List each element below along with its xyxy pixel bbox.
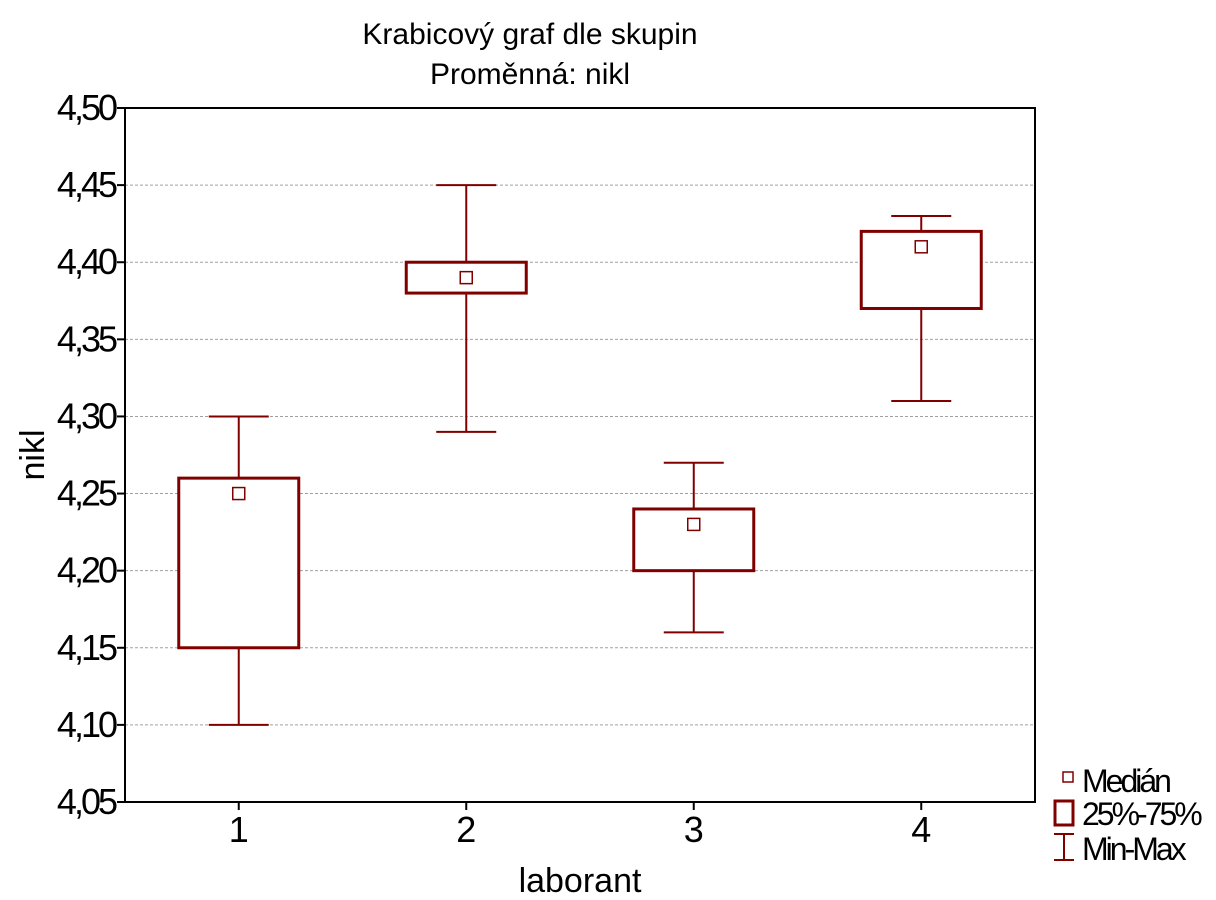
y-tick-label: 4,25 <box>57 473 117 514</box>
y-tick-label: 4,30 <box>57 395 117 436</box>
x-tick-label: 4 <box>911 809 931 850</box>
x-tick-label: 1 <box>229 809 249 850</box>
box-series <box>177 184 983 726</box>
box-group-3 <box>632 461 756 634</box>
x-tick-label: 2 <box>456 809 476 850</box>
box-group-2 <box>404 184 528 433</box>
legend-label: Min-Max <box>1082 831 1187 867</box>
y-tick-label: 4,05 <box>57 781 117 822</box>
y-axis-label: nikl <box>14 429 52 480</box>
legend-box-symbol <box>1053 799 1075 827</box>
box-group-1 <box>177 415 301 726</box>
y-tick-label: 4,20 <box>57 550 117 591</box>
legend-label: Medián <box>1082 763 1170 799</box>
chart-title: Krabicový graf dle skupin <box>362 18 697 51</box>
chart-subtitle: Proměnná: nikl <box>430 58 630 91</box>
x-axis-ticks: 1 2 3 4 <box>229 802 931 850</box>
y-axis-ticks: 4,05 4,10 4,15 4,20 4,25 4,30 4,35 4,40 4,45 4,50 <box>57 87 125 822</box>
box-group-4 <box>859 214 983 403</box>
legend-median-symbol <box>1062 771 1074 783</box>
x-axis-label: laborant <box>519 862 642 900</box>
iqr-box <box>177 476 301 650</box>
median-marker <box>914 240 928 254</box>
y-tick-label: 4,10 <box>57 704 117 745</box>
x-tick-label: 3 <box>684 809 704 850</box>
plot-area <box>124 107 1036 803</box>
y-tick-label: 4,50 <box>57 87 117 128</box>
median-marker <box>232 486 246 501</box>
y-tick-label: 4,40 <box>57 241 117 282</box>
legend-label: 25%-75% <box>1082 796 1202 832</box>
y-tick-label: 4,45 <box>57 164 117 205</box>
median-marker <box>687 517 701 532</box>
y-tick-label: 4,15 <box>57 627 117 668</box>
median-marker <box>459 270 473 285</box>
y-tick-label: 4,35 <box>57 318 117 359</box>
